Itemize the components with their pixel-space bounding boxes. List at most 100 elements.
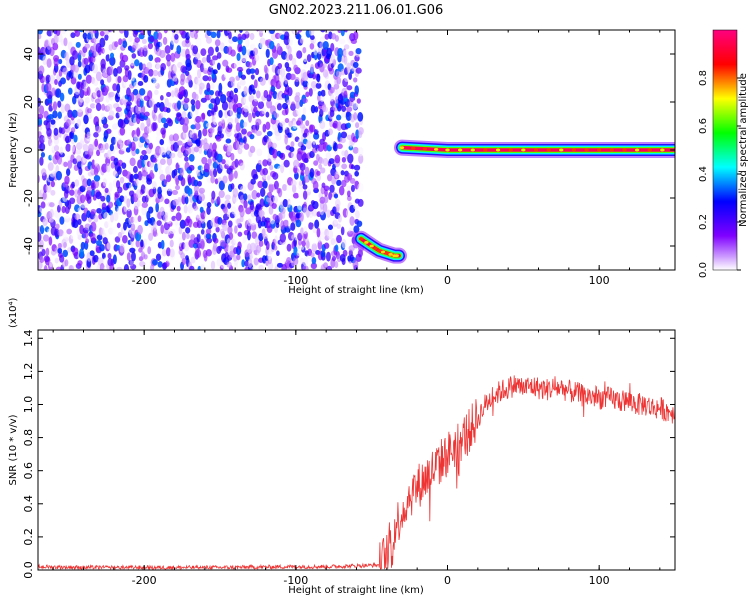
heatmap-cell: [194, 122, 201, 130]
heatmap-cell: [76, 81, 81, 90]
heatmap-cell: [327, 174, 333, 182]
heatmap-cell: [133, 81, 139, 88]
heatmap-cell: [208, 103, 214, 110]
heatmap-cell: [79, 248, 85, 259]
heatmap-cell: [189, 193, 194, 204]
heatmap-cell: [353, 202, 359, 210]
heatmap-cell: [171, 189, 179, 195]
heatmap-cell: [206, 54, 211, 63]
heatmap-cell: [246, 49, 252, 56]
heatmap-cell: [204, 265, 210, 270]
heatmap-cell: [349, 177, 356, 184]
heatmap-cell: [304, 174, 310, 183]
heatmap-cell: [52, 101, 58, 112]
heatmap-cell: [133, 173, 139, 180]
heatmap-cell: [43, 265, 48, 270]
heatmap-cell: [113, 157, 119, 166]
heatmap-cell: [214, 96, 221, 106]
heatmap-cell: [212, 69, 218, 75]
heatmap-cell: [339, 136, 346, 144]
heatmap-cell: [293, 246, 298, 256]
heatmap-cell: [101, 163, 108, 173]
heatmap-cell: [62, 67, 68, 75]
heatmap-cell: [45, 82, 52, 93]
heatmap-cell: [286, 243, 292, 252]
heatmap-cell: [107, 252, 112, 260]
heatmap-cell: [237, 42, 243, 53]
heatmap-cell: [62, 249, 68, 258]
heatmap-cell: [221, 101, 229, 111]
heatmap-cell: [294, 171, 299, 180]
heatmap-cell: [243, 143, 250, 150]
heatmap-cell: [50, 189, 56, 196]
heatmap-cell: [129, 157, 136, 167]
heatmap-cell: [320, 89, 326, 97]
heatmap-cell: [60, 77, 66, 85]
heatmap-cell: [158, 169, 164, 176]
heatmap-cell: [289, 146, 295, 153]
heatmap-cell: [340, 226, 345, 236]
heatmap-cell: [352, 259, 359, 270]
heatmap-cell: [104, 85, 110, 93]
snr-y-tick-label: 1.2: [22, 363, 35, 381]
heatmap-cell: [354, 210, 360, 219]
heatmap-cell: [94, 138, 99, 148]
heatmap-cell: [194, 32, 198, 40]
heatmap-cell: [72, 158, 78, 165]
heatmap-cell: [122, 235, 128, 244]
heatmap-cell: [287, 86, 293, 97]
heatmap-cell: [114, 191, 120, 198]
heatmap-cell: [174, 33, 179, 40]
heatmap-cell: [93, 30, 97, 34]
heatmap-cell: [60, 30, 67, 35]
heatmap-cell: [254, 54, 260, 62]
heatmap-cell: [222, 222, 228, 232]
heatmap-cell: [154, 57, 161, 63]
heatmap-cell: [148, 68, 154, 77]
heatmap-cell: [118, 38, 123, 46]
heatmap-cell: [247, 258, 253, 268]
heatmap-cell: [93, 37, 100, 44]
heatmap-cell: [259, 30, 264, 34]
heatmap-cell: [86, 86, 91, 96]
heatmap-cell: [53, 144, 60, 152]
heatmap-cell: [274, 226, 278, 233]
heatmap-cell: [325, 251, 331, 262]
snr-panel: -200 -100 0 100 0.0 0.2 0.4 0.6 0.8 1.0 1.2 1.4 He…: [8, 297, 676, 596]
heatmap-cell: [169, 186, 175, 192]
heatmap-cell: [292, 257, 299, 266]
heatmap-cell: [286, 99, 291, 106]
heatmap-cell: [117, 76, 122, 84]
heatmap-ridge-cell: [358, 237, 364, 241]
heatmap-cell: [255, 130, 262, 137]
heatmap-cell: [123, 264, 130, 270]
heatmap-cell: [319, 36, 326, 43]
heatmap-noise-cells: [38, 30, 365, 270]
heatmap-cell: [70, 32, 76, 39]
heatmap-cell: [78, 30, 85, 33]
snr-series: [38, 375, 675, 570]
heatmap-cell: [72, 50, 79, 60]
heatmap-cell: [334, 244, 339, 252]
heatmap-cell: [281, 30, 288, 33]
heatmap-cell: [163, 122, 169, 129]
heatmap-cell: [137, 80, 144, 87]
heatmap-cell: [156, 61, 161, 72]
heatmap-cell: [70, 233, 76, 240]
heatmap-cell: [268, 40, 275, 50]
heatmap-cell: [282, 219, 290, 228]
heatmap-cell: [341, 163, 348, 170]
heatmap-cell: [171, 266, 176, 270]
heatmap-cell: [269, 164, 274, 171]
heatmap-cell: [233, 170, 238, 179]
heatmap-cell: [169, 239, 174, 248]
heatmap-cell: [159, 139, 165, 146]
heatmap-cell: [74, 30, 79, 33]
heatmap-cell: [135, 148, 140, 155]
heatmap-cell: [197, 129, 202, 140]
heatmap-cell: [43, 255, 50, 263]
heatmap-cell: [323, 242, 330, 249]
heatmap-cell: [45, 247, 50, 257]
heatmap-cell: [246, 61, 253, 68]
